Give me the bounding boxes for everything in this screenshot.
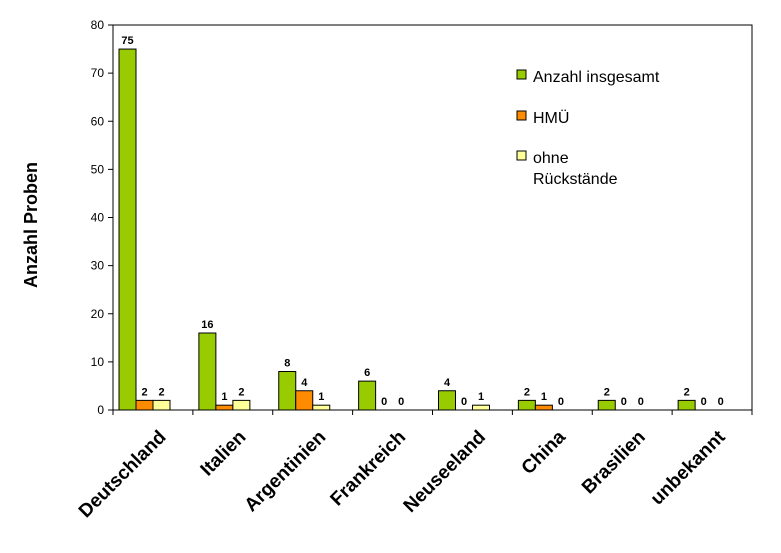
legend: Anzahl insgesamt HMÜ ohne Rückstände — [516, 69, 660, 188]
data-label: 2 — [238, 386, 244, 398]
bar — [135, 399, 154, 411]
data-label: 2 — [684, 386, 690, 398]
data-label: 2 — [604, 386, 610, 398]
bar — [118, 48, 137, 411]
data-label: 0 — [381, 396, 387, 408]
data-label: 2 — [141, 386, 147, 398]
y-tick-label: 10 — [91, 355, 105, 369]
bar — [215, 404, 234, 411]
x-axis: Deutschland ItalienArgentinienFrankreichN… — [75, 410, 753, 522]
data-label: 4 — [301, 377, 308, 389]
y-axis: 0 10 20 30 40 50 60 70 80 — [91, 18, 113, 417]
data-label: 0 — [558, 396, 564, 408]
bar — [438, 390, 456, 411]
data-label: 16 — [201, 319, 213, 331]
plot-area — [112, 24, 753, 411]
y-axis-label: Anzahl Proben — [21, 162, 41, 288]
data-label: 75 — [121, 35, 133, 47]
data-label: 2 — [524, 386, 530, 398]
x-category-label: Argentinien — [241, 427, 330, 516]
bar — [677, 399, 696, 411]
bar — [295, 390, 314, 411]
bar — [597, 399, 616, 411]
legend-label: ohne — [533, 150, 569, 167]
y-tick-label: 70 — [91, 66, 105, 80]
legend-label: Rückstände — [533, 171, 618, 188]
x-category-label: China — [518, 426, 570, 478]
y-tick-label: 40 — [91, 211, 105, 225]
y-tick-label: 80 — [91, 18, 105, 32]
data-label: 1 — [221, 391, 227, 403]
data-label: 8 — [284, 358, 290, 370]
y-tick-label: 30 — [91, 259, 105, 273]
data-label: 4 — [444, 377, 451, 389]
legend-swatch — [516, 150, 527, 161]
data-label: 6 — [364, 367, 370, 379]
legend-swatch — [516, 69, 527, 80]
y-tick-label: 20 — [91, 307, 105, 321]
data-label: 0 — [621, 396, 627, 408]
y-tick-label: 60 — [91, 114, 105, 128]
legend-swatch — [516, 110, 527, 121]
data-label: 0 — [638, 396, 644, 408]
x-category-label: unbekannt — [647, 426, 730, 509]
x-category-label: Neuseeland — [400, 427, 490, 517]
data-label: 0 — [398, 396, 404, 408]
bar — [278, 371, 297, 411]
x-category-label: Deutschland — [75, 427, 170, 522]
bar — [312, 404, 331, 411]
data-label: 0 — [718, 396, 724, 408]
data-label: 1 — [318, 391, 324, 403]
bar — [534, 404, 553, 411]
bar — [517, 399, 536, 411]
y-tick-label: 50 — [91, 162, 105, 176]
bar — [232, 399, 251, 411]
x-category-label: Frankreich — [327, 427, 411, 511]
legend-label: HMÜ — [533, 109, 569, 127]
data-label: 0 — [461, 396, 467, 408]
y-tick-label: 0 — [97, 403, 104, 417]
data-label: 0 — [701, 396, 707, 408]
legend-label: Anzahl insgesamt — [533, 69, 660, 86]
bar — [198, 332, 217, 411]
data-label: 1 — [478, 391, 484, 403]
bars — [118, 48, 696, 411]
data-label: 2 — [158, 386, 164, 398]
bar — [472, 404, 490, 411]
data-label: 1 — [541, 391, 547, 403]
x-category-label: Brasilien — [578, 427, 650, 499]
x-category-label: Italien — [197, 427, 251, 481]
bar — [152, 399, 171, 411]
bar — [358, 380, 377, 411]
